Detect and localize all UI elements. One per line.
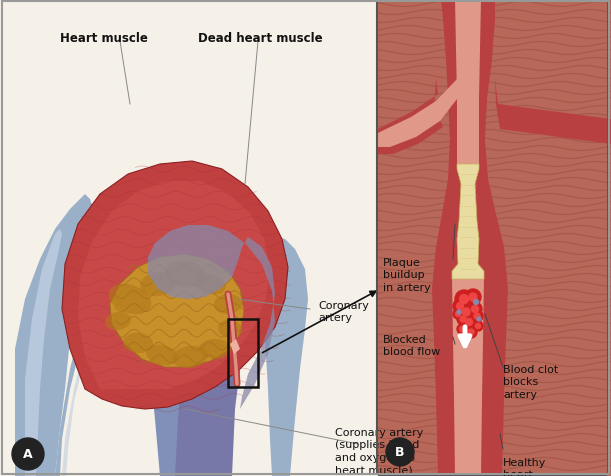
Bar	[378, 0, 611, 476]
Circle shape	[474, 300, 478, 305]
Polygon shape	[25, 229, 62, 476]
Circle shape	[12, 438, 44, 470]
Ellipse shape	[172, 346, 208, 368]
Ellipse shape	[214, 294, 242, 314]
Circle shape	[386, 438, 414, 466]
Circle shape	[462, 315, 476, 329]
Polygon shape	[452, 165, 484, 279]
Circle shape	[466, 319, 472, 326]
Circle shape	[469, 293, 477, 301]
Polygon shape	[110, 255, 244, 367]
Ellipse shape	[165, 261, 205, 288]
Polygon shape	[175, 255, 258, 476]
Polygon shape	[378, 80, 443, 155]
Text: A: A	[23, 447, 33, 461]
Polygon shape	[378, 80, 457, 148]
Ellipse shape	[194, 274, 225, 295]
Polygon shape	[15, 195, 95, 476]
Ellipse shape	[109, 284, 151, 315]
Polygon shape	[260, 238, 308, 476]
Circle shape	[457, 310, 461, 314]
Bar	[228, 319, 258, 387]
Text: B: B	[395, 446, 404, 458]
Circle shape	[473, 321, 483, 331]
Ellipse shape	[146, 345, 178, 366]
Polygon shape	[495, 80, 611, 145]
Polygon shape	[148, 245, 232, 476]
Ellipse shape	[199, 339, 231, 359]
Circle shape	[474, 313, 480, 319]
Polygon shape	[432, 0, 508, 476]
Circle shape	[459, 327, 464, 332]
Circle shape	[460, 317, 466, 322]
Polygon shape	[148, 226, 275, 409]
Circle shape	[475, 324, 480, 329]
Circle shape	[465, 327, 477, 338]
Text: Plaque
buildup
in artery: Plaque buildup in artery	[383, 258, 431, 292]
Text: Heart muscle: Heart muscle	[60, 31, 148, 44]
Circle shape	[456, 303, 464, 310]
Text: Coronary artery
(supplies blood
and oxygen to
heart muscle): Coronary artery (supplies blood and oxyg…	[335, 427, 423, 474]
Circle shape	[459, 295, 469, 304]
Circle shape	[468, 302, 482, 317]
Circle shape	[453, 299, 467, 313]
Circle shape	[455, 312, 461, 317]
Circle shape	[453, 309, 463, 319]
Circle shape	[471, 310, 483, 322]
Text: Blood clot
blocks
artery: Blood clot blocks artery	[503, 364, 558, 399]
Polygon shape	[230, 339, 240, 354]
Circle shape	[477, 317, 481, 321]
Circle shape	[457, 313, 469, 325]
Ellipse shape	[105, 312, 131, 330]
Text: Blocked
blood flow: Blocked blood flow	[383, 334, 441, 357]
Polygon shape	[62, 162, 288, 409]
Text: Coronary
artery: Coronary artery	[318, 300, 369, 323]
Polygon shape	[78, 182, 270, 389]
Circle shape	[457, 324, 467, 334]
Ellipse shape	[140, 272, 176, 297]
Circle shape	[462, 308, 470, 317]
Circle shape	[465, 289, 481, 306]
Text: Healthy
heart
muscle: Healthy heart muscle	[503, 457, 546, 476]
Polygon shape	[55, 215, 175, 476]
Ellipse shape	[218, 320, 242, 338]
Bar	[0, 0, 375, 476]
Circle shape	[455, 290, 473, 308]
Ellipse shape	[123, 333, 153, 353]
Circle shape	[472, 306, 478, 313]
Circle shape	[468, 329, 474, 335]
Polygon shape	[62, 237, 160, 476]
Polygon shape	[452, 0, 484, 476]
Circle shape	[458, 304, 474, 320]
Text: Dead heart muscle: Dead heart muscle	[198, 31, 323, 44]
